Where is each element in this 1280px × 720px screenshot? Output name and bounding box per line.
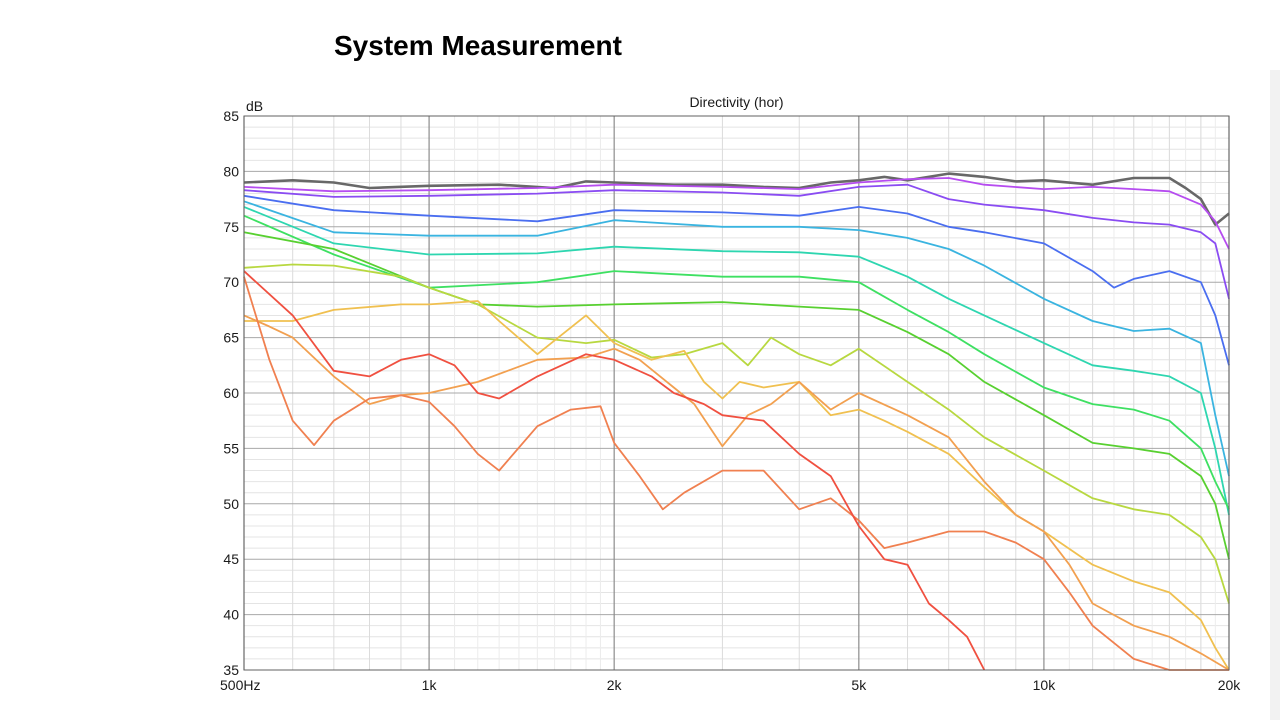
y-tick-label: 45 — [223, 551, 239, 567]
series-line-9 — [243, 263, 1230, 604]
series-line-7 — [243, 214, 1230, 510]
series-line-10 — [244, 300, 1230, 671]
x-tick-label: 10k — [1033, 677, 1057, 693]
x-tick-label: 500Hz — [220, 677, 260, 693]
slide-title: System Measurement — [334, 30, 622, 61]
y-tick-label: 80 — [223, 163, 239, 179]
x-tick-label: 20k — [1218, 677, 1242, 693]
plot-frame — [243, 115, 1230, 671]
series-line-5 — [243, 200, 1230, 477]
series-line-12 — [243, 276, 1229, 671]
scrollbar-edge — [1270, 70, 1280, 720]
chart-title: Directivity (hor) — [689, 94, 783, 110]
y-tick-label: 40 — [223, 607, 239, 623]
y-tick-label: 85 — [223, 108, 239, 124]
y-tick-label: 65 — [223, 330, 239, 346]
y-axis-unit-label: dB — [246, 98, 263, 114]
y-tick-label: 50 — [223, 496, 239, 512]
series-line-2 — [243, 177, 1230, 250]
y-tick-label: 70 — [223, 274, 239, 290]
series-line-13 — [243, 270, 986, 671]
y-tick-label: 75 — [223, 219, 239, 235]
y-tick-label: 55 — [223, 440, 239, 456]
x-tick-label: 1k — [422, 677, 438, 693]
series-line-3 — [243, 183, 1230, 300]
series-line-4 — [243, 194, 1230, 366]
y-tick-label: 35 — [223, 662, 239, 678]
series-layer — [243, 172, 1230, 671]
series-line-6 — [243, 206, 1230, 516]
y-tick-labels: 35 40 45 50 55 60 65 70 75 80 85 — [223, 108, 239, 678]
x-tick-label: 2k — [607, 677, 623, 693]
x-tick-label: 5k — [851, 677, 867, 693]
series-line-1 — [243, 172, 1230, 226]
x-tick-labels: 500Hz 1k 2k 5k 10k 20k — [220, 677, 1241, 693]
y-tick-label: 60 — [223, 385, 239, 401]
major-grid — [243, 115, 1230, 671]
